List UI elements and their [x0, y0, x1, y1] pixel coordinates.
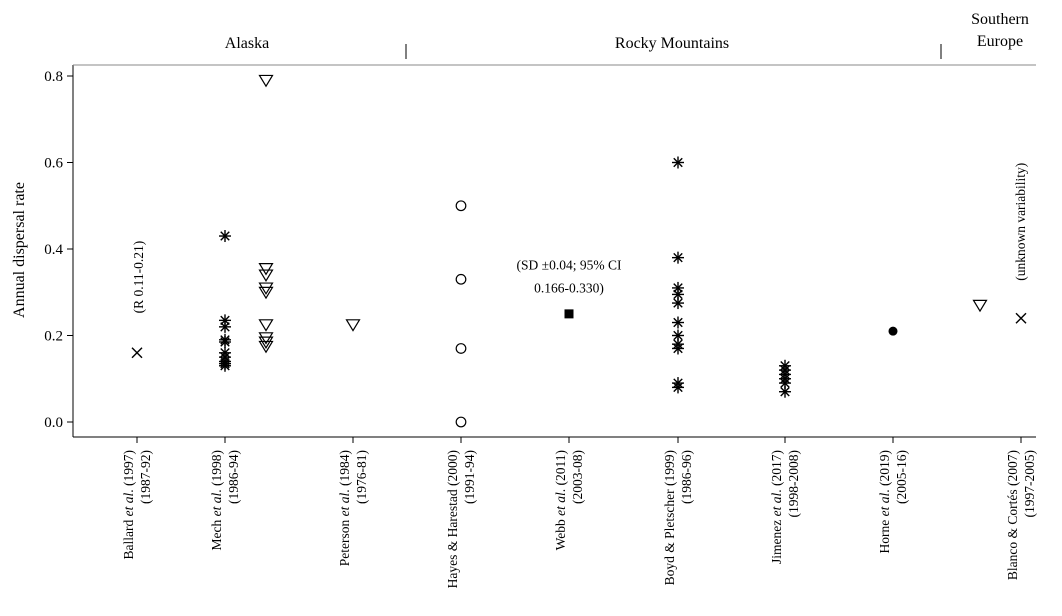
y-tick-label: 0.4 — [44, 242, 63, 258]
annotation-range: (R 0.11-0.21) — [131, 241, 146, 314]
data-point-circle-filled — [888, 326, 898, 336]
x-category-years: (2003-08) — [570, 450, 585, 504]
x-category-years: (1991-94) — [462, 450, 477, 504]
data-point-asterisk — [219, 230, 231, 243]
data-point-circle-open — [455, 416, 467, 428]
y-axis: 0.0 0.2 0.4 0.6 0.8 — [44, 69, 73, 431]
data-point-triangle-down — [258, 286, 274, 300]
region-header: Alaska Rocky Mountains Southern Europe — [225, 11, 1029, 59]
data-point-asterisk — [219, 320, 231, 333]
data-point-square — [564, 309, 574, 319]
y-tick-label: 0.6 — [44, 156, 63, 172]
data-point-triangle-down — [258, 74, 274, 88]
x-category-years: (1986-96) — [679, 450, 694, 504]
x-category-years: (1998-2008) — [786, 450, 801, 518]
region-label-southern-europe: Southern — [971, 11, 1029, 28]
data-point-triangle-down — [258, 340, 274, 354]
x-category-label: Horne et al. (2019) — [877, 450, 892, 554]
data-point-triangle-down — [345, 319, 361, 332]
x-category-years: (2005-16) — [894, 450, 909, 504]
data-point-triangle-down — [258, 269, 274, 282]
x-category-label: Hayes & Harestad (2000) — [445, 450, 460, 588]
data-point-asterisk — [672, 342, 684, 355]
y-tick-label: 0.2 — [44, 329, 63, 345]
data-point-asterisk — [672, 297, 684, 310]
x-category-label: Ballard et al. (1997) — [121, 450, 136, 560]
annotation-sd-ci: 0.166-0.330) — [534, 280, 604, 295]
data-point-asterisk — [672, 329, 684, 342]
region-label-alaska: Alaska — [225, 35, 269, 52]
data-point-triangle-down — [258, 319, 274, 332]
data-point-cross — [131, 347, 143, 359]
y-axis-label: Annual dispersal rate — [11, 182, 28, 318]
data-point-asterisk — [219, 359, 231, 372]
data-point-triangle-down — [258, 262, 274, 276]
data-point-cross — [1015, 312, 1027, 324]
annotations: (R 0.11-0.21) (SD ±0.04; 95% CI 0.166-0.33… — [131, 163, 1028, 314]
data-point-asterisk — [672, 156, 684, 169]
annotation-sd-ci: (SD ±0.04; 95% CI — [517, 257, 622, 272]
data-point-asterisk — [672, 381, 684, 394]
data-point-asterisk — [672, 251, 684, 264]
data-point-circle-open — [455, 273, 467, 285]
x-category-label: Jimenez et al. (2017) — [769, 450, 784, 564]
x-axis-category-labels: Ballard et al. (1997) (1987-92) Mech et al… — [121, 437, 1037, 588]
annotation-unknown-variability: (unknown variability) — [1013, 163, 1028, 281]
x-category-years: (1997-2005) — [1022, 450, 1037, 518]
data-point-asterisk — [779, 385, 791, 398]
data-point-circle-open — [455, 200, 467, 212]
y-tick-label: 0.0 — [44, 415, 63, 431]
x-category-label: Mech et al. (1998) — [209, 450, 224, 551]
data-point-asterisk — [672, 316, 684, 329]
data-points — [131, 74, 1027, 428]
x-category-years: (1986-94) — [226, 450, 241, 504]
data-point-triangle-down — [258, 332, 274, 345]
data-point-triangle-down — [972, 299, 988, 313]
data-point-triangle-down — [258, 336, 274, 349]
data-point-circle-open — [455, 343, 467, 354]
data-point-triangle-down — [258, 282, 274, 295]
region-label-rocky-mountains: Rocky Mountains — [615, 35, 729, 52]
y-tick-label: 0.8 — [44, 69, 63, 85]
plot-axes — [72, 64, 1036, 438]
x-category-label: Webb et al. (2011) — [553, 450, 568, 550]
region-label-southern-europe: Europe — [977, 33, 1023, 50]
x-category-label: Boyd & Pletscher (1999) — [662, 450, 677, 585]
x-category-label: Blanco & Cortés (2007) — [1005, 450, 1020, 580]
data-point-asterisk — [219, 335, 231, 348]
x-category-label: Peterson et al. (1984) — [337, 450, 352, 566]
x-category-years: (1987-92) — [138, 450, 153, 504]
x-category-years: (1976-81) — [354, 450, 369, 504]
